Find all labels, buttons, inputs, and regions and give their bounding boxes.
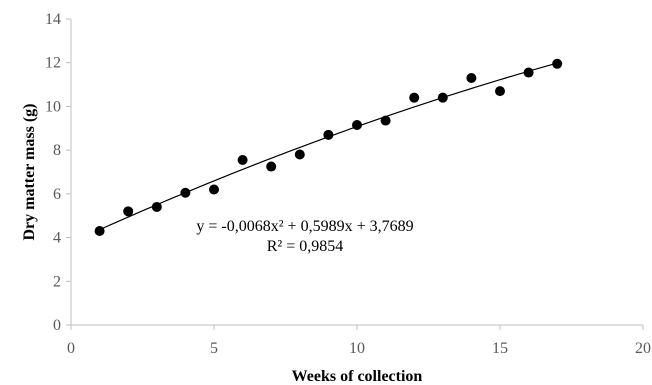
data-point bbox=[94, 226, 105, 237]
data-point bbox=[180, 187, 191, 198]
axes bbox=[66, 18, 644, 330]
data-point bbox=[409, 92, 420, 103]
x-axis-title: Weeks of collection bbox=[292, 368, 423, 385]
data-points bbox=[94, 58, 563, 237]
y-tick-label: 6 bbox=[53, 186, 61, 203]
data-point bbox=[552, 58, 563, 69]
y-tick-label: 0 bbox=[53, 317, 61, 334]
y-axis-title: Dry matter mass (g) bbox=[21, 104, 38, 241]
tick-labels: 0 2 4 6 8 10 12 14 0 5 10 15 20 bbox=[45, 11, 651, 357]
trendline bbox=[99, 62, 558, 231]
data-point bbox=[123, 206, 134, 217]
data-point bbox=[151, 201, 162, 212]
x-tick-label: 20 bbox=[635, 340, 651, 357]
data-point bbox=[352, 120, 362, 131]
data-point bbox=[437, 92, 448, 103]
x-tick-label: 5 bbox=[210, 340, 218, 357]
y-tick-label: 14 bbox=[45, 11, 61, 28]
data-point bbox=[323, 129, 334, 140]
data-point bbox=[466, 73, 477, 84]
data-point bbox=[209, 184, 219, 195]
r-squared-label: R² = 0,9854 bbox=[267, 238, 344, 255]
equation-label: y = -0,0068x² + 0,5989x + 3,7689 bbox=[196, 218, 413, 235]
x-tick-label: 0 bbox=[67, 340, 75, 357]
data-point bbox=[237, 154, 248, 165]
data-point bbox=[495, 86, 505, 97]
data-point bbox=[294, 149, 305, 160]
x-tick-label: 15 bbox=[492, 340, 508, 357]
data-point bbox=[380, 115, 391, 126]
data-point bbox=[523, 67, 534, 78]
y-tick-label: 12 bbox=[45, 55, 61, 72]
y-tick-label: 10 bbox=[45, 98, 61, 115]
y-tick-label: 2 bbox=[53, 273, 61, 290]
y-tick-label: 4 bbox=[53, 230, 61, 247]
y-tick-label: 8 bbox=[53, 142, 61, 159]
x-tick-label: 10 bbox=[349, 340, 365, 357]
data-point bbox=[266, 161, 277, 172]
